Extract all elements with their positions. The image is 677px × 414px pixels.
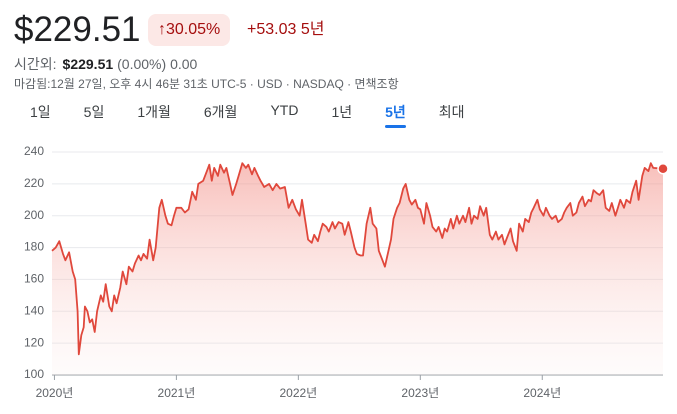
- after-hours-change: 0.00: [170, 56, 198, 72]
- status: 마감됨:12월 27일, 오후 4시 46분 31초 UTC-5 · USD ·…: [14, 77, 399, 91]
- after-hours-percent: (0.00%): [117, 56, 167, 72]
- x-tick-label: 2024년: [523, 386, 561, 400]
- range-tab[interactable]: 5일: [83, 104, 105, 120]
- range-tab[interactable]: 1일: [30, 104, 51, 120]
- x-tick-label: 2023년: [401, 386, 439, 400]
- range-tabs: 1일 5일 1개월 6개월 YTD 1년 5년 최대: [30, 102, 465, 128]
- after-hours: 시간외: $229.51 (0.00%) 0.00: [14, 54, 197, 74]
- y-tick-label: 180: [24, 240, 44, 254]
- x-tick-label: 2022년: [279, 386, 317, 400]
- y-tick-label: 240: [24, 144, 44, 158]
- y-tick-label: 220: [24, 176, 44, 190]
- after-hours-price: $229.51: [62, 56, 114, 72]
- range-tab[interactable]: 1개월: [137, 104, 171, 120]
- range-tab[interactable]: 최대: [438, 104, 465, 120]
- price: $229.51: [14, 10, 141, 49]
- y-tick-label: 120: [24, 335, 44, 349]
- y-tick-label: 200: [24, 208, 44, 222]
- y-tick-label: 160: [24, 272, 44, 286]
- change-value: +53.03: [247, 21, 297, 38]
- range-tab[interactable]: YTD: [270, 102, 299, 118]
- x-tick-label: 2021년: [158, 386, 196, 400]
- up-arrow: ↑: [158, 21, 166, 38]
- y-tick-label: 140: [24, 303, 44, 317]
- change-percent: 30.05%: [166, 21, 221, 38]
- after-hours-label: 시간외:: [14, 56, 57, 72]
- range-tab[interactable]: 5년: [385, 102, 406, 128]
- x-tick-label: 2020년: [36, 386, 74, 400]
- change: +53.03 5년: [247, 14, 324, 46]
- y-tick-label: 100: [24, 367, 44, 381]
- change-badge: ↑30.05%: [148, 14, 231, 46]
- price-line: [51, 162, 664, 356]
- range-tab[interactable]: 6개월: [203, 104, 238, 120]
- last-point: [657, 162, 669, 175]
- period: 5년: [300, 21, 325, 38]
- range-tab[interactable]: 1년: [331, 104, 353, 120]
- area: [52, 163, 663, 375]
